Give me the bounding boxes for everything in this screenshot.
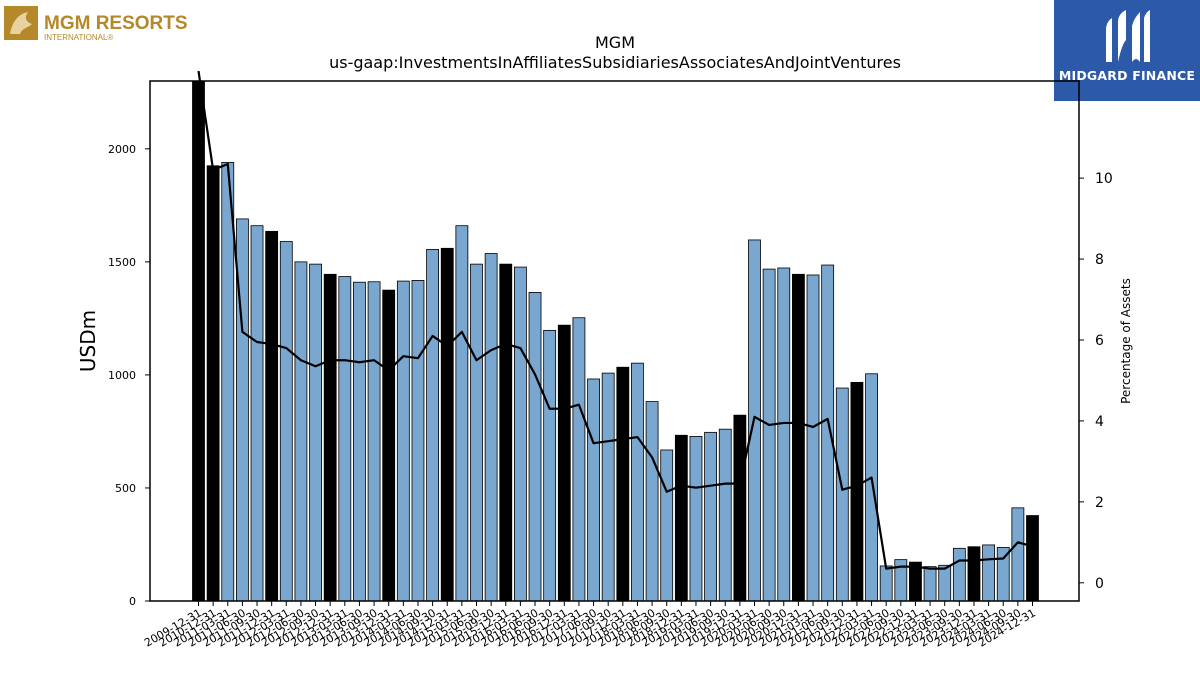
- bar-2023-09-30: [952, 547, 966, 602]
- bar-2014-06-30: [411, 280, 425, 602]
- bar-2016-03-31: [513, 266, 527, 602]
- logo-wordmark: MGM RESORTS: [44, 13, 188, 34]
- x-axis: 2009-12-312010-12-312011-03-312011-06-30…: [142, 601, 1038, 650]
- bar-2009-12-31: [192, 80, 205, 602]
- y-axis-right: 0 2 4 6 8 10: [1079, 171, 1113, 592]
- bar-2021-09-30: [835, 387, 849, 602]
- bar-2021-12-31: [850, 381, 864, 602]
- bar-2015-03-31: [455, 225, 469, 602]
- bar-2021-03-31: [806, 274, 820, 602]
- midgard-emblem-icon: [1106, 10, 1150, 62]
- bar-2011-03-31: [221, 161, 235, 602]
- bar-2020-06-30: [762, 268, 776, 602]
- bar-2010-12-31: [206, 165, 220, 602]
- bar-2023-12-31: [967, 546, 981, 602]
- bar-2012-09-30: [309, 263, 322, 602]
- bar-2012-03-31: [279, 241, 293, 602]
- bar-2020-09-30: [777, 267, 791, 602]
- bar-2019-12-31: [733, 414, 747, 602]
- bar-2016-06-30: [528, 291, 542, 602]
- bar-2015-06-30: [470, 263, 483, 602]
- bar-2019-06-30: [704, 431, 718, 602]
- bar-2018-03-31: [631, 362, 644, 602]
- bar-2018-06-30: [645, 401, 659, 602]
- bar-2014-03-31: [396, 280, 410, 602]
- chart-title: MGM: [595, 33, 635, 52]
- bar-2013-06-30: [353, 281, 366, 602]
- bar-2017-06-30: [587, 378, 600, 602]
- bar-2018-09-30: [660, 449, 674, 602]
- percentage-of-assets-line: [197, 70, 1033, 570]
- bar-2018-12-31: [674, 434, 688, 602]
- bar-2020-12-31: [791, 273, 805, 602]
- bar-2017-12-31: [616, 366, 630, 602]
- bar-2017-09-30: [601, 372, 615, 602]
- plot-frame: [149, 80, 1080, 602]
- bar-2016-12-31: [557, 324, 571, 602]
- bar-2017-03-31: [572, 317, 586, 602]
- y-tick-label: 2000: [108, 143, 136, 156]
- bar-2012-06-30: [294, 261, 308, 602]
- bar-series: [192, 80, 1039, 602]
- y-axis-left: 0 500 1000 1500 2000: [108, 143, 150, 608]
- chart-subtitle: us-gaap:InvestmentsInAffiliatesSubsidiar…: [329, 53, 901, 72]
- bar-2014-09-30: [426, 249, 440, 602]
- bar-2015-09-30: [484, 253, 498, 602]
- y-axis-label: USDm: [76, 310, 100, 372]
- y2-tick-label: 10: [1095, 171, 1113, 187]
- percentage-line-series: [197, 70, 1033, 570]
- bar-2024-09-30: [1011, 507, 1025, 602]
- y-tick-label: 1000: [108, 369, 136, 382]
- y2-tick-label: 4: [1095, 414, 1104, 430]
- y-tick-label: 1500: [108, 256, 136, 269]
- y2-axis-label: Percentage of Assets: [1119, 278, 1133, 404]
- bar-2022-03-31: [865, 373, 878, 602]
- bar-2024-03-31: [982, 544, 996, 602]
- mgm-lion-icon: MGM RESORTS INTERNATIONAL®: [4, 6, 188, 42]
- bar-2022-06-30: [879, 565, 893, 602]
- bar-2013-03-31: [338, 276, 352, 602]
- bar-2019-03-31: [689, 436, 703, 602]
- y2-tick-label: 8: [1095, 252, 1104, 268]
- bar-2023-06-30: [938, 564, 952, 602]
- bar-2013-09-30: [367, 281, 381, 602]
- bar-2019-09-30: [718, 428, 732, 602]
- bar-2011-12-31: [265, 230, 279, 602]
- mgm-resorts-logo: MGM RESORTS INTERNATIONAL®: [4, 4, 204, 44]
- bar-2014-12-31: [440, 247, 454, 602]
- bar-2021-06-30: [821, 264, 835, 602]
- bar-2015-12-31: [499, 263, 513, 602]
- bar-2023-03-31: [923, 566, 937, 602]
- bar-2024-12-31: [1026, 515, 1039, 602]
- y2-tick-label: 2: [1095, 495, 1104, 511]
- y-tick-label: 500: [115, 482, 136, 495]
- logo-subtitle: INTERNATIONAL®: [44, 33, 113, 42]
- bar-2016-09-30: [543, 329, 557, 602]
- y2-tick-label: 6: [1095, 333, 1104, 349]
- y2-tick-label: 0: [1095, 576, 1104, 592]
- bar-2011-09-30: [250, 225, 264, 602]
- y-tick-label: 0: [129, 595, 136, 608]
- bar-2013-12-31: [382, 289, 396, 602]
- midgard-wordmark: MIDGARD FINANCE: [1058, 68, 1196, 83]
- bar-2012-12-31: [323, 273, 337, 602]
